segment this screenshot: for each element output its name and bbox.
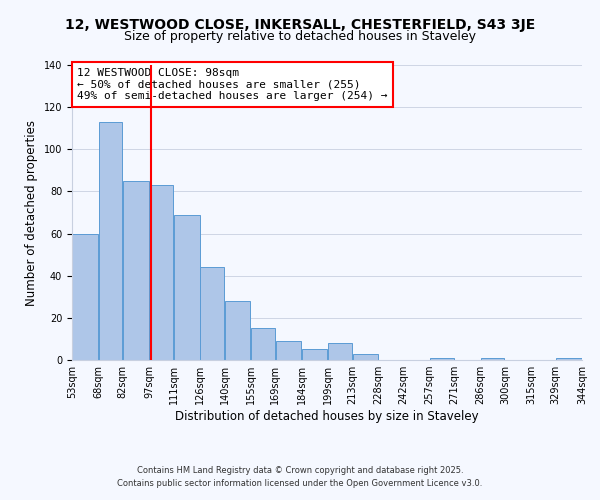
Bar xyxy=(251,328,275,360)
Bar xyxy=(302,350,328,360)
Bar xyxy=(73,234,98,360)
Bar xyxy=(481,358,505,360)
Bar xyxy=(353,354,378,360)
Text: 12, WESTWOOD CLOSE, INKERSALL, CHESTERFIELD, S43 3JE: 12, WESTWOOD CLOSE, INKERSALL, CHESTERFI… xyxy=(65,18,535,32)
Bar xyxy=(99,122,122,360)
Y-axis label: Number of detached properties: Number of detached properties xyxy=(25,120,38,306)
Bar xyxy=(174,214,199,360)
Text: 12 WESTWOOD CLOSE: 98sqm
← 50% of detached houses are smaller (255)
49% of semi-: 12 WESTWOOD CLOSE: 98sqm ← 50% of detach… xyxy=(77,68,388,101)
Text: Size of property relative to detached houses in Staveley: Size of property relative to detached ho… xyxy=(124,30,476,43)
Bar xyxy=(200,268,224,360)
Bar xyxy=(225,301,250,360)
Text: Contains HM Land Registry data © Crown copyright and database right 2025.
Contai: Contains HM Land Registry data © Crown c… xyxy=(118,466,482,487)
Bar xyxy=(276,341,301,360)
Bar xyxy=(123,181,149,360)
X-axis label: Distribution of detached houses by size in Staveley: Distribution of detached houses by size … xyxy=(175,410,479,423)
Bar xyxy=(328,343,352,360)
Bar xyxy=(556,358,581,360)
Bar xyxy=(149,185,173,360)
Bar xyxy=(430,358,454,360)
